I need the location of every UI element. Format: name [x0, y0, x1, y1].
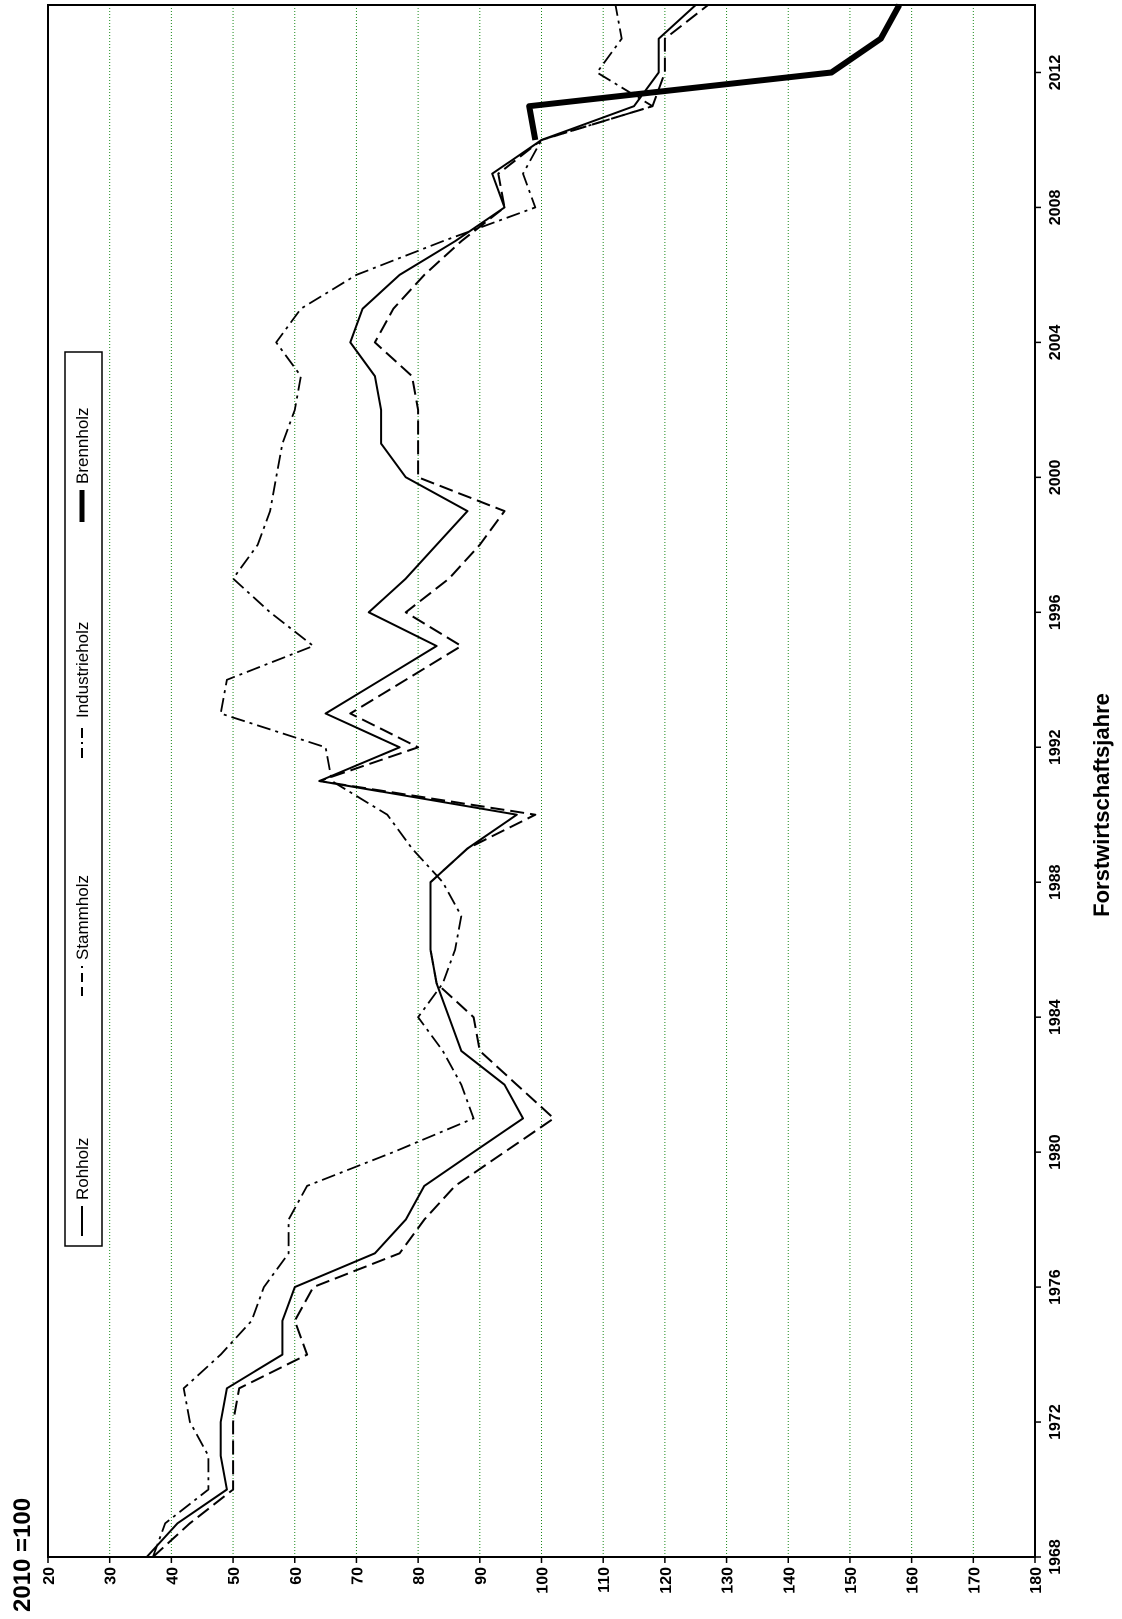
value-tick-label: 90 — [473, 1567, 490, 1585]
year-tick-label: 2000 — [1047, 459, 1064, 495]
value-tick-label: 60 — [288, 1567, 305, 1585]
plot-frame — [47, 4, 1036, 1558]
legend-box — [64, 351, 103, 1247]
value-tick-label: 180 — [1028, 1567, 1045, 1594]
year-tick-label: 1972 — [1047, 1404, 1064, 1440]
year-tick-label: 1988 — [1047, 864, 1064, 900]
year-tick-label: 2012 — [1047, 55, 1064, 91]
value-tick-label: 70 — [349, 1567, 366, 1585]
year-tick-label: 1968 — [1047, 1539, 1064, 1575]
year-tick-label: 1996 — [1047, 594, 1064, 630]
x-axis-title: Forstwirtschaftsjahre — [1089, 693, 1114, 917]
year-tick-label: 1984 — [1047, 999, 1064, 1035]
year-tick-label: 1992 — [1047, 729, 1064, 765]
data-series — [145, 3, 902, 1558]
legend-label-stammholz: Stammholz — [73, 875, 92, 960]
legend: Rohholz Stammholz Industrieholz Brennhol… — [64, 351, 103, 1247]
index-base-label: 2010 =100 — [9, 1498, 36, 1612]
value-tick-label: 20 — [41, 1567, 58, 1585]
value-tick-label: 160 — [905, 1567, 922, 1594]
legend-label-brennholz: Brennholz — [73, 407, 92, 484]
value-tick-label: 100 — [535, 1567, 552, 1594]
year-tick-label: 1976 — [1047, 1269, 1064, 1305]
value-tick-label: 120 — [658, 1567, 675, 1594]
value-tick-label: 40 — [164, 1567, 181, 1585]
axis-ticks: 20 30 40 50 60 70 80 90 100 110 120 130 140 150 160 170… — [41, 55, 1064, 1594]
year-tick-label: 1980 — [1047, 1134, 1064, 1170]
value-tick-label: 140 — [781, 1567, 798, 1594]
year-tick-label: 2008 — [1047, 190, 1064, 226]
year-tick-label: 2004 — [1047, 324, 1064, 360]
series-line-industrieholz — [152, 4, 654, 1558]
value-tick-label: 30 — [103, 1567, 120, 1585]
value-tick-label: 80 — [411, 1567, 428, 1585]
series-line-stammholz — [152, 4, 709, 1558]
value-tick-label: 130 — [720, 1567, 737, 1594]
value-tick-label: 50 — [226, 1567, 243, 1585]
grid-lines — [109, 5, 974, 1557]
series-line-rohholz — [145, 4, 697, 1558]
value-tick-label: 110 — [596, 1567, 613, 1593]
legend-label-rohholz: Rohholz — [73, 1138, 92, 1200]
value-tick-label: 170 — [966, 1567, 983, 1594]
legend-label-industrieholz: Industrieholz — [73, 622, 92, 718]
value-tick-label: 150 — [843, 1567, 860, 1594]
series-line-brennholz — [526, 3, 902, 141]
